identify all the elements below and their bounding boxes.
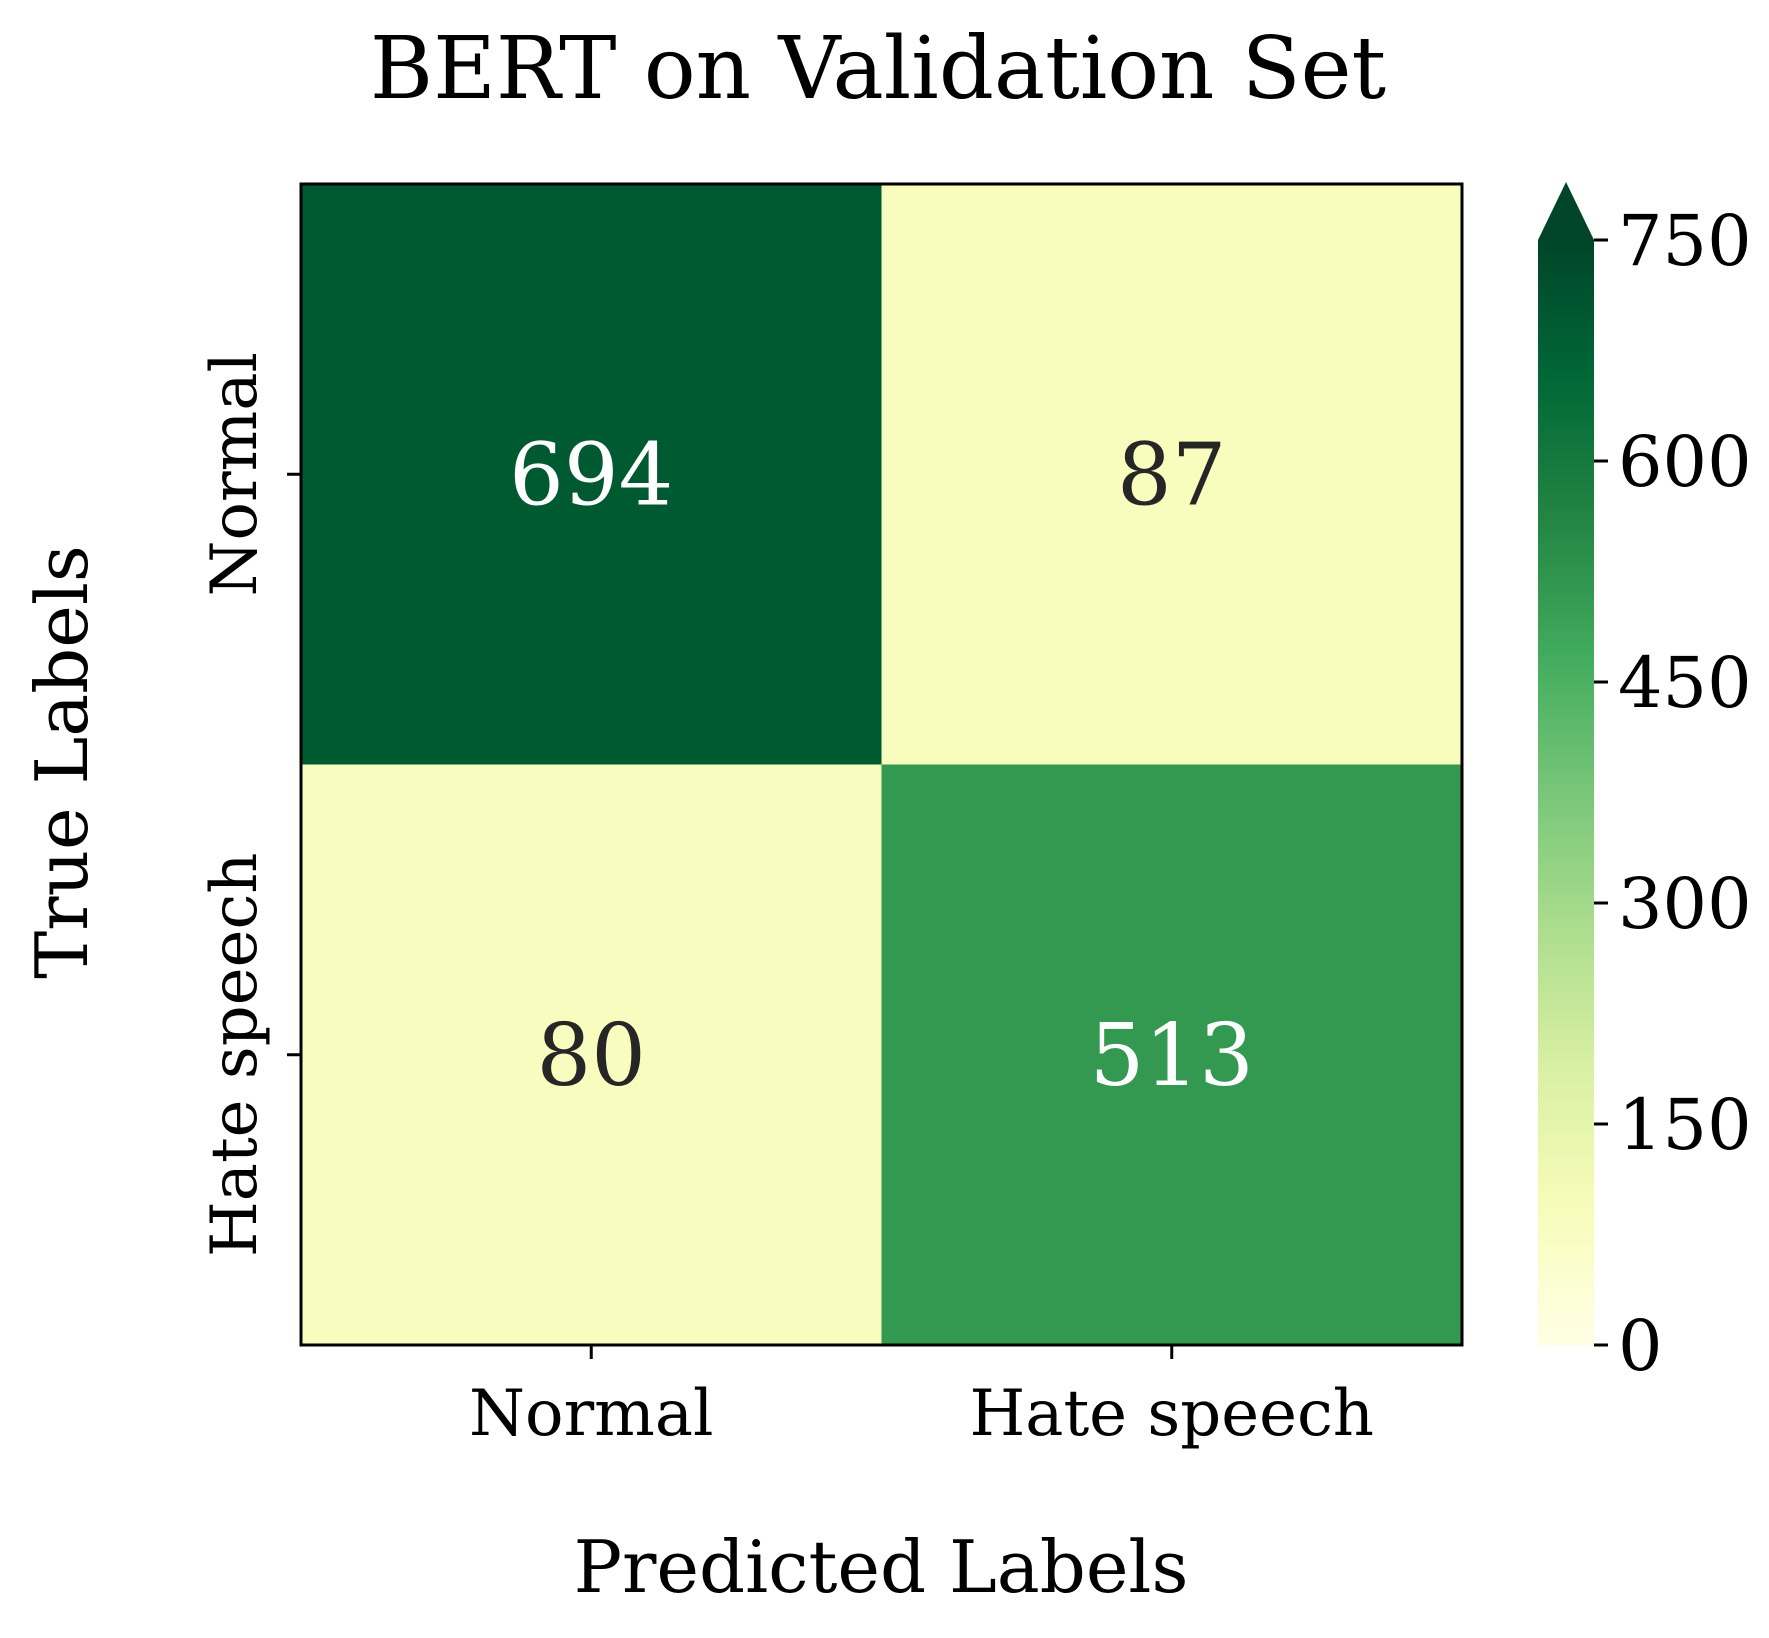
heatmap-cells — [301, 184, 1463, 1346]
cell-value-label: 694 — [509, 425, 673, 525]
colorbar-tick-label: 750 — [1618, 200, 1752, 282]
colorbar-ticks: 0 150 300 450 600 750 — [1594, 200, 1752, 1387]
y-axis-label: True Labels — [20, 545, 104, 979]
x-axis-ticks: Normal Hate speech — [469, 1345, 1374, 1451]
y-axis-ticks: Normal Hate speech — [198, 352, 301, 1257]
colorbar-tick-label: 0 — [1618, 1305, 1663, 1387]
heatmap-cell — [301, 184, 882, 765]
colorbar-gradient — [1538, 240, 1594, 1345]
y-tick-label: Hate speech — [198, 852, 272, 1257]
colorbar-tick-label: 150 — [1618, 1084, 1752, 1166]
chart-title: BERT on Validation Set — [370, 19, 1386, 119]
x-axis-label: Predicted Labels — [574, 1525, 1189, 1609]
colorbar-extend-arrow — [1538, 182, 1594, 240]
heatmap-cell-labels: 694 87 80 513 — [509, 425, 1254, 1106]
heatmap-cell — [881, 184, 1463, 765]
colorbar-tick-label: 600 — [1618, 421, 1752, 503]
y-tick-label: Normal — [198, 352, 272, 596]
colorbar — [1538, 182, 1594, 1345]
cell-value-label: 513 — [1090, 1006, 1254, 1106]
colorbar-tick-label: 450 — [1618, 642, 1752, 724]
heatmap-cell — [881, 764, 1463, 1346]
cell-value-label: 87 — [1117, 425, 1226, 525]
cell-value-label: 80 — [537, 1006, 646, 1106]
colorbar-tick-label: 300 — [1618, 863, 1752, 945]
x-tick-label: Hate speech — [969, 1377, 1374, 1451]
x-tick-label: Normal — [469, 1377, 713, 1451]
plot-frame — [299, 182, 1464, 1347]
heatmap-cell — [301, 764, 882, 1346]
